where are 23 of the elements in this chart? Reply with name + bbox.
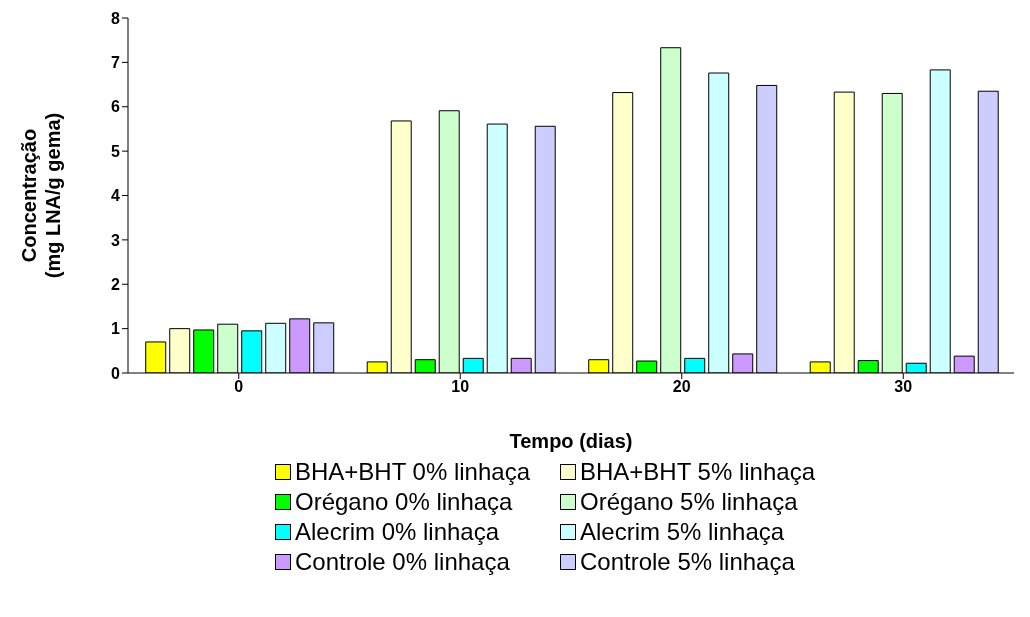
legend-label: Orégano 5% linhaça: [580, 488, 798, 516]
y-axis-title: Concentração (mg LNA/g gema): [18, 112, 64, 279]
y-tick-label: 7: [111, 54, 121, 72]
legend-label: Orégano 0% linhaça: [294, 488, 513, 516]
y-tick-label: 5: [111, 142, 121, 160]
legend-label: Controle 0% linhaça: [294, 548, 510, 576]
y-tick-label: 3: [111, 231, 121, 249]
y-tick-label: 0: [111, 364, 121, 382]
legend-label: BHA+BHT 0% linhaça: [294, 458, 530, 486]
legend-label: Controle 5% linhaça: [580, 548, 795, 576]
legend-label: Alecrim 5% linhaça: [580, 518, 785, 546]
x-tick-label: 20: [672, 378, 691, 396]
y-tick-label: 2: [111, 275, 121, 293]
y-tick-label: 6: [111, 98, 121, 116]
y-tick-label: 8: [111, 9, 121, 27]
x-tick-label: 10: [451, 378, 470, 396]
y-tick-label: 1: [111, 320, 121, 338]
y-tick-label: 4: [111, 187, 121, 205]
x-tick-label: 0: [234, 378, 244, 396]
x-tick-label: 30: [894, 378, 913, 396]
legend-label: Alecrim 0% linhaça: [294, 518, 500, 546]
x-axis-title: Tempo (dias): [509, 430, 633, 452]
legend-label: BHA+BHT 5% linhaça: [580, 458, 816, 486]
